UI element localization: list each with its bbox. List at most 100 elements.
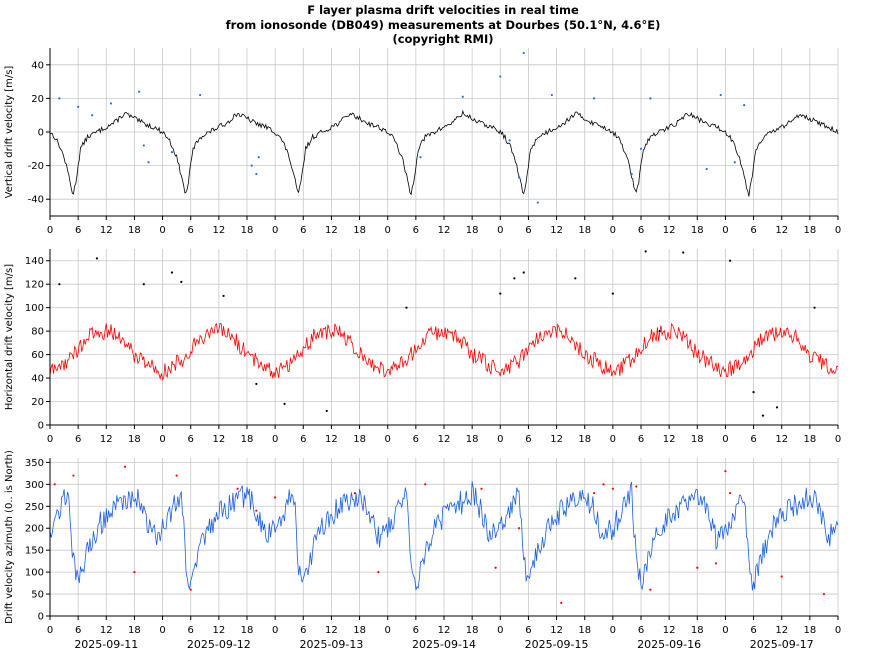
vertical-drift-x-tick-label: 6 bbox=[750, 225, 756, 236]
chart-title-line-1: F layer plasma drift velocities in real … bbox=[307, 3, 579, 17]
horizontal-drift-data-point bbox=[405, 306, 408, 309]
horizontal-drift-x-tick-label: 6 bbox=[188, 434, 194, 445]
azimuth-x-tick-label: 6 bbox=[638, 625, 644, 636]
vertical-drift-x-tick-label: 0 bbox=[497, 225, 503, 236]
azimuth-x-tick-label: 12 bbox=[775, 625, 788, 636]
vertical-drift-y-tick-label: -40 bbox=[28, 195, 44, 206]
vertical-drift-x-tick-label: 0 bbox=[272, 225, 278, 236]
vertical-drift-x-tick-label: 6 bbox=[525, 225, 531, 236]
horizontal-drift-data-point bbox=[325, 409, 328, 413]
azimuth-series-line bbox=[49, 481, 839, 591]
azimuth-data-point bbox=[255, 509, 258, 512]
horizontal-drift-x-tick-label: 6 bbox=[525, 434, 531, 445]
horizontal-drift-series-line bbox=[49, 322, 839, 381]
horizontal-drift-data-point bbox=[170, 271, 174, 274]
vertical-drift-data-point bbox=[257, 156, 260, 159]
horizontal-drift-data-point bbox=[658, 330, 661, 333]
horizontal-drift-data-point bbox=[522, 271, 525, 274]
horizontal-drift-data-point bbox=[574, 277, 577, 280]
azimuth-data-point bbox=[724, 470, 727, 473]
azimuth-x-tick-label: 18 bbox=[353, 625, 366, 636]
azimuth-y-tick-label: 50 bbox=[31, 590, 44, 601]
horizontal-drift-x-tick-label: 12 bbox=[100, 434, 113, 445]
azimuth-data-point bbox=[53, 483, 56, 486]
horizontal-drift-x-tick-label: 0 bbox=[497, 434, 503, 445]
azimuth-data-point bbox=[480, 487, 483, 490]
azimuth-data-point bbox=[602, 483, 605, 486]
vertical-drift-x-tick-label: 18 bbox=[241, 225, 254, 236]
horizontal-drift-x-tick-label: 12 bbox=[212, 434, 225, 445]
horizontal-drift-x-tick-label: 18 bbox=[466, 434, 479, 445]
vertical-drift-data-point bbox=[630, 172, 633, 176]
vertical-drift-data-point bbox=[109, 102, 113, 105]
azimuth-data-point bbox=[133, 571, 136, 574]
horizontal-drift-x-tick-label: 0 bbox=[722, 434, 728, 445]
vertical-drift-x-tick-label: 12 bbox=[775, 225, 788, 236]
azimuth-x-tick-label: 6 bbox=[75, 625, 81, 636]
azimuth-x-tick-label: 0 bbox=[610, 625, 616, 636]
vertical-drift-data-point bbox=[508, 139, 511, 142]
date-label: 2025-09-13 bbox=[299, 638, 363, 651]
azimuth-data-point bbox=[780, 575, 783, 578]
vertical-drift-data-point bbox=[550, 93, 553, 97]
vertical-drift-x-tick-label: 18 bbox=[466, 225, 479, 236]
horizontal-drift-x-tick-label: 18 bbox=[353, 434, 366, 445]
azimuth-x-tick-label: 18 bbox=[466, 625, 479, 636]
azimuth-x-tick-label: 12 bbox=[325, 625, 338, 636]
horizontal-drift-y-tick-label: 140 bbox=[25, 256, 44, 267]
vertical-drift-y-axis-label: Vertical drift velocity [m/s] bbox=[4, 66, 15, 199]
vertical-drift-data-point bbox=[719, 93, 722, 97]
azimuth-x-tick-label: 18 bbox=[803, 625, 816, 636]
azimuth-x-tick-label: 0 bbox=[835, 625, 841, 636]
vertical-drift-x-tick-label: 6 bbox=[638, 225, 644, 236]
azimuth-panel: 0 50 100 150 200 250 300 350 0 6 12 18 0 6 12 18 0 6 12 18… bbox=[4, 450, 841, 636]
vertical-drift-data-point bbox=[522, 51, 525, 55]
azimuth-x-tick-label: 6 bbox=[525, 625, 531, 636]
azimuth-data-point bbox=[123, 465, 127, 468]
vertical-drift-data-point bbox=[170, 151, 174, 154]
vertical-drift-x-tick-label: 18 bbox=[128, 225, 141, 236]
vertical-drift-y-tick-label: 20 bbox=[31, 94, 44, 105]
horizontal-drift-x-tick-label: 18 bbox=[128, 434, 141, 445]
vertical-drift-data-point bbox=[705, 167, 708, 171]
horizontal-drift-x-tick-label: 12 bbox=[438, 434, 451, 445]
horizontal-drift-y-tick-label: 0 bbox=[38, 421, 44, 432]
horizontal-drift-x-tick-label: 12 bbox=[775, 434, 788, 445]
horizontal-drift-x-tick-label: 6 bbox=[75, 434, 81, 445]
vertical-drift-x-tick-label: 6 bbox=[75, 225, 81, 236]
vertical-drift-x-tick-label: 0 bbox=[722, 225, 728, 236]
azimuth-data-point bbox=[274, 496, 277, 499]
vertical-drift-data-point bbox=[639, 147, 643, 150]
horizontal-drift-x-tick-label: 12 bbox=[550, 434, 563, 445]
horizontal-drift-data-point bbox=[513, 277, 516, 280]
vertical-drift-x-tick-label: 12 bbox=[550, 225, 563, 236]
azimuth-y-tick-label: 200 bbox=[25, 524, 44, 535]
vertical-drift-x-tick-label: 12 bbox=[663, 225, 676, 236]
azimuth-x-tick-label: 0 bbox=[497, 625, 503, 636]
vertical-drift-data-point bbox=[536, 201, 539, 204]
vertical-drift-x-tick-label: 18 bbox=[353, 225, 366, 236]
vertical-drift-data-point bbox=[255, 172, 258, 176]
horizontal-drift-data-point bbox=[813, 306, 816, 309]
horizontal-drift-y-tick-label: 120 bbox=[25, 280, 44, 291]
horizontal-drift-x-tick-label: 0 bbox=[47, 434, 53, 445]
vertical-drift-x-tick-label: 0 bbox=[159, 225, 165, 236]
azimuth-x-tick-label: 6 bbox=[188, 625, 194, 636]
horizontal-drift-data-point bbox=[95, 257, 99, 260]
vertical-drift-x-tick-label: 12 bbox=[212, 225, 225, 236]
azimuth-x-tick-label: 6 bbox=[300, 625, 306, 636]
vertical-drift-x-tick-label: 12 bbox=[325, 225, 338, 236]
horizontal-drift-y-axis-label: Horizontal drift velocity [m/s] bbox=[4, 264, 15, 410]
azimuth-data-point bbox=[560, 601, 563, 604]
vertical-drift-data-point bbox=[461, 95, 464, 98]
vertical-drift-data-point bbox=[58, 97, 61, 100]
vertical-drift-data-point bbox=[499, 75, 502, 78]
azimuth-data-point bbox=[424, 483, 427, 486]
vertical-drift-x-tick-label: 0 bbox=[385, 225, 391, 236]
azimuth-x-tick-label: 0 bbox=[159, 625, 165, 636]
vertical-drift-x-tick-label: 12 bbox=[438, 225, 451, 236]
date-label: 2025-09-15 bbox=[525, 638, 589, 651]
vertical-drift-x-tick-label: 6 bbox=[188, 225, 194, 236]
horizontal-drift-data-point bbox=[222, 294, 225, 298]
